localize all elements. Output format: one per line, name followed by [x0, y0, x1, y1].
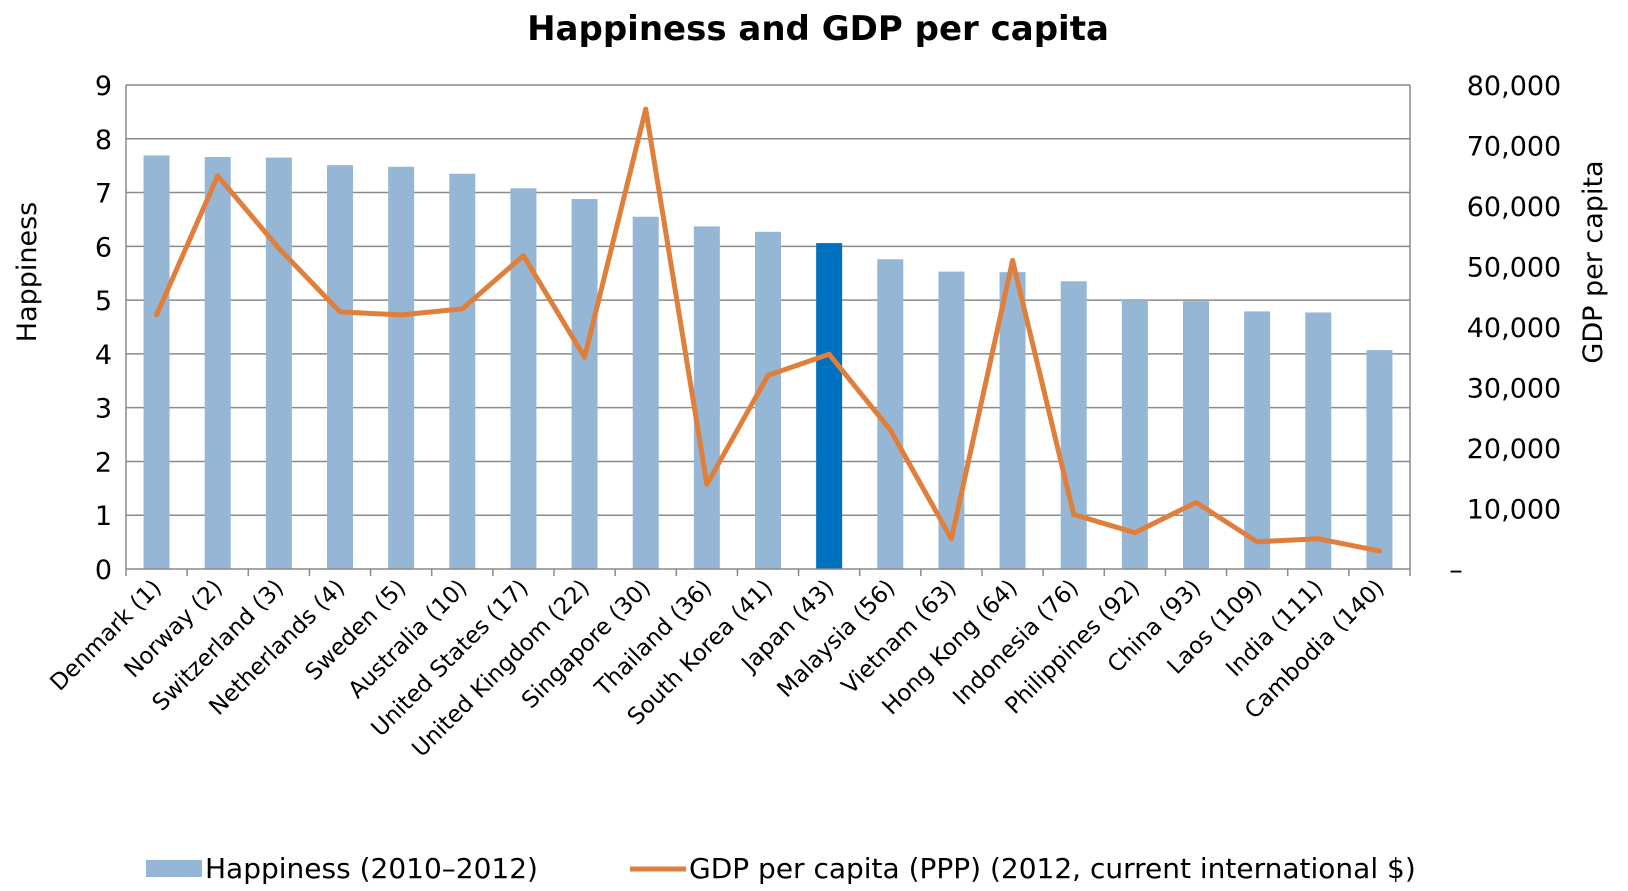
bar-series [143, 155, 1393, 570]
legend: Happiness (2010–2012) GDP per capita (PP… [146, 852, 1416, 885]
legend-swatch-happiness [146, 860, 202, 877]
line-point [704, 481, 710, 487]
y-tick-label: 5 [95, 286, 112, 317]
line-point [582, 354, 588, 360]
y-tick-label: 2 [95, 447, 112, 478]
line-point [276, 245, 282, 251]
line-point [459, 306, 465, 312]
bar [143, 155, 170, 569]
y-tick-label: 0 [95, 555, 112, 586]
legend-label-gdp: GDP per capita (PPP) (2012, current inte… [689, 852, 1416, 885]
line-point [887, 427, 893, 433]
line-point [398, 312, 404, 318]
line-point [520, 253, 526, 259]
bar [510, 188, 537, 569]
y2-tick-label: 50,000 [1467, 253, 1561, 284]
y2-tick-label: 20,000 [1467, 434, 1561, 465]
chart-title: Happiness and GDP per capita [527, 9, 1109, 49]
y2-tick-label: 80,000 [1467, 71, 1561, 102]
y-tick-label: 7 [95, 179, 112, 210]
bar [204, 157, 231, 569]
line-point [826, 351, 832, 357]
axes [125, 85, 1411, 576]
y2-tick-label: 70,000 [1467, 132, 1561, 163]
y2-tick-label: 60,000 [1467, 192, 1561, 223]
y-tick-label: 1 [95, 501, 112, 532]
y-tick-label: 9 [95, 71, 112, 102]
line-point [1132, 530, 1138, 536]
line-point [765, 372, 771, 378]
line-point [1193, 499, 1199, 505]
y-tick-label: 4 [95, 340, 112, 371]
line-point [948, 536, 954, 542]
bar [755, 231, 781, 569]
bar [632, 216, 659, 569]
line-series [154, 106, 1382, 554]
line-point [215, 173, 221, 179]
legend-label-happiness: Happiness (2010–2012) [205, 852, 538, 885]
bar [1183, 301, 1209, 569]
bar [1244, 311, 1271, 569]
bar [1305, 312, 1332, 569]
line-point [643, 106, 649, 112]
y2-tick-label: 10,000 [1467, 495, 1561, 526]
bar [1366, 350, 1393, 569]
line-point [1376, 548, 1382, 554]
y2-axis-ticks: –10,000 20,000 30,000 40,000 50,000 60,000 70,… [1449, 71, 1561, 586]
line-point [1071, 512, 1077, 518]
bar [388, 166, 415, 569]
bar [571, 199, 598, 569]
y-axis-label: Happiness [12, 202, 43, 342]
line-point [337, 309, 343, 315]
line-point [1254, 539, 1260, 545]
x-axis-ticks: Denmark (1)Norway (2)Switzerland (3)Neth… [45, 575, 1389, 762]
bar [1121, 300, 1148, 569]
y-tick-label: 8 [95, 125, 112, 156]
y-tick-label: 6 [95, 232, 112, 263]
y2-tick-label: 40,000 [1467, 313, 1561, 344]
line-point [1315, 536, 1321, 542]
bar [1060, 281, 1087, 569]
bar [327, 165, 353, 569]
y2-tick-label: – [1449, 555, 1463, 586]
line-point [154, 312, 160, 318]
y2-tick-label: 30,000 [1467, 374, 1561, 405]
y-tick-label: 3 [95, 394, 112, 425]
y-axis-ticks: 0 1 2 3 4 5 6 7 8 9 [95, 71, 112, 586]
line-point [1010, 257, 1016, 263]
bar [877, 259, 904, 569]
bar [265, 157, 292, 569]
bar [693, 226, 720, 570]
bar [999, 272, 1026, 569]
bar [449, 173, 476, 569]
y2-axis-label: GDP per capita [1578, 160, 1609, 363]
bar-highlight [816, 243, 843, 569]
